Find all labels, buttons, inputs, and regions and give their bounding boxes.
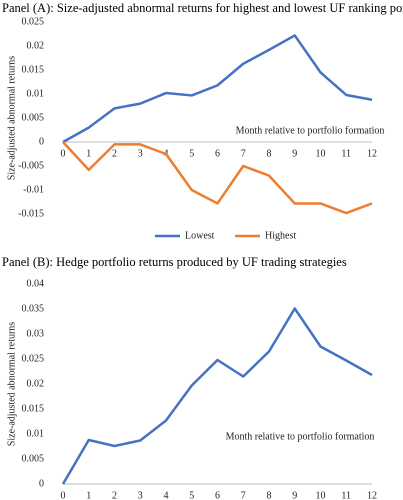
y-axis-label: Size-adjusted abnormal returns xyxy=(6,322,17,447)
x-tick-label: 8 xyxy=(267,490,272,500)
y-tick-label: 0.025 xyxy=(22,353,45,364)
x-tick-label: 8 xyxy=(267,148,272,159)
x-tick-label: 7 xyxy=(241,490,246,500)
y-tick-label: -0.015 xyxy=(18,208,44,219)
x-tick-label: 6 xyxy=(215,148,220,159)
x-tick-label: 2 xyxy=(112,148,117,159)
legend-label: Lowest xyxy=(185,230,215,241)
chart-title: Panel (B): Hedge portfolio returns produ… xyxy=(2,255,347,269)
x-tick-label: 10 xyxy=(316,490,326,500)
y-tick-label: 0.02 xyxy=(27,40,45,51)
legend-label: Highest xyxy=(265,230,296,241)
series-line xyxy=(62,34,373,144)
y-tick-label: 0.025 xyxy=(22,16,45,27)
x-tick-label: 1 xyxy=(86,148,91,159)
chart-title: Panel (A): Size-adjusted abnormal return… xyxy=(2,1,403,15)
x-tick-label: 3 xyxy=(138,148,143,159)
y-tick-label: 0.03 xyxy=(27,328,45,339)
x-tick-label: 1 xyxy=(86,490,91,500)
series-line xyxy=(62,141,373,215)
y-axis-label: Size-adjusted abnormal returns xyxy=(6,56,17,181)
x-tick-label: 5 xyxy=(189,490,194,500)
x-tick-label: 4 xyxy=(164,490,169,500)
x-tick-label: 2 xyxy=(112,490,117,500)
x-tick-label: 11 xyxy=(341,148,351,159)
y-tick-label: 0.02 xyxy=(27,378,45,389)
y-tick-label: 0.015 xyxy=(22,64,45,75)
x-tick-label: 7 xyxy=(241,148,246,159)
y-tick-label: 0.005 xyxy=(22,453,45,464)
y-tick-label: 0.01 xyxy=(27,428,45,439)
x-tick-label: 12 xyxy=(367,490,377,500)
x-tick-label: 12 xyxy=(367,148,377,159)
y-tick-label: 0.01 xyxy=(27,88,45,99)
annotation: Month relative to portfolio formation xyxy=(236,125,385,136)
y-tick-label: 0.035 xyxy=(22,303,45,314)
series-line xyxy=(61,307,373,485)
x-tick-label: 11 xyxy=(341,490,351,500)
x-tick-label: 0 xyxy=(61,148,66,159)
x-tick-label: 9 xyxy=(292,490,297,500)
x-tick-label: 0 xyxy=(61,490,66,500)
x-tick-label: 5 xyxy=(189,148,194,159)
x-tick-label: 6 xyxy=(215,490,220,500)
y-tick-label: 0 xyxy=(39,136,44,147)
x-tick-label: 9 xyxy=(292,148,297,159)
y-tick-label: -0.01 xyxy=(23,184,44,195)
y-tick-label: -0.005 xyxy=(18,160,44,171)
y-tick-label: 0.015 xyxy=(22,403,45,414)
annotation: Month relative to portfolio formation xyxy=(226,431,375,442)
y-tick-label: 0 xyxy=(39,478,44,489)
x-tick-label: 10 xyxy=(316,148,326,159)
y-tick-label: 0.04 xyxy=(27,278,45,289)
x-tick-label: 3 xyxy=(138,490,143,500)
y-tick-label: 0.005 xyxy=(22,112,45,123)
